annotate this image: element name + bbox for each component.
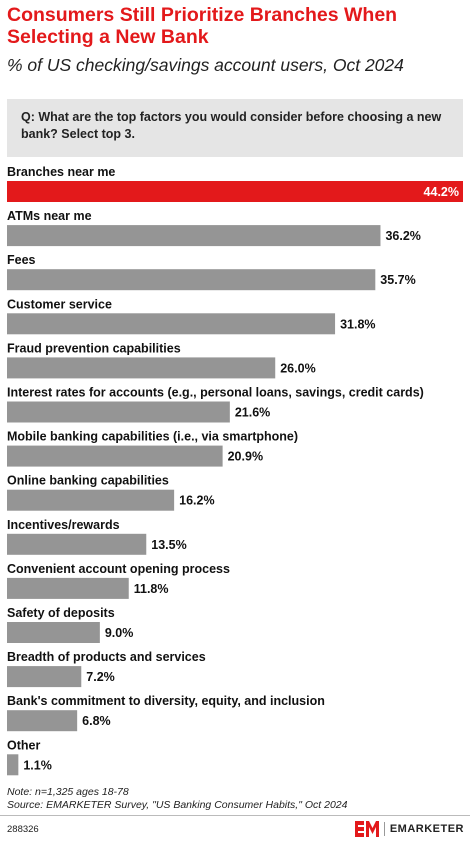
value-label: 11.8% (134, 582, 169, 596)
bar (7, 269, 376, 291)
bar (7, 666, 82, 688)
bar-row: Other 1.1% (7, 738, 52, 776)
category-label: Convenient account opening process (7, 562, 230, 576)
value-label: 1.1% (23, 758, 52, 772)
value-label: 13.5% (151, 538, 186, 552)
bar (7, 754, 19, 776)
value-label: 31.8% (340, 317, 375, 331)
category-label: Breadth of products and services (7, 650, 206, 664)
bar-row: Incentives/rewards 13.5% (7, 518, 187, 555)
bar-row: Fees 35.7% (7, 253, 416, 291)
bar-row: Branches near me 44.2% (7, 165, 463, 202)
bar (7, 401, 230, 423)
category-label: Branches near me (7, 165, 115, 179)
category-label: Incentives/rewards (7, 518, 120, 532)
category-label: Other (7, 738, 40, 752)
bar-row: Convenient account opening process 11.8% (7, 562, 230, 599)
category-label: Customer service (7, 297, 112, 311)
value-label: 7.2% (86, 670, 115, 684)
bar (7, 489, 175, 511)
bar (7, 225, 381, 247)
note-text: Note: n=1,325 ages 18-78 (7, 786, 129, 798)
value-label: 26.0% (280, 361, 315, 375)
bar-row: Interest rates for accounts (e.g., perso… (7, 386, 424, 423)
footer-divider (0, 815, 470, 816)
source-text: Source: EMARKETER Survey, "US Banking Co… (7, 799, 348, 811)
category-label: Interest rates for accounts (e.g., perso… (7, 386, 424, 400)
survey-question: Q: What are the top factors you would co… (7, 99, 463, 157)
bar-row: Breadth of products and services 7.2% (7, 650, 206, 688)
category-label: Fees (7, 253, 36, 267)
category-label: Online banking capabilities (7, 474, 169, 488)
bar (7, 357, 276, 379)
bar-row: Mobile banking capabilities (i.e., via s… (7, 430, 298, 467)
value-label: 9.0% (105, 626, 134, 640)
bar (7, 181, 463, 202)
logo-separator (383, 822, 385, 836)
category-label: Bank's commitment to diversity, equity, … (7, 694, 325, 708)
bar-row: ATMs near me 36.2% (7, 209, 421, 247)
bar-row: Online banking capabilities 16.2% (7, 474, 215, 511)
bar (7, 445, 223, 467)
category-label: ATMs near me (7, 209, 92, 223)
category-label: Fraud prevention capabilities (7, 341, 181, 355)
value-label: 35.7% (380, 273, 415, 287)
value-label: 36.2% (385, 229, 420, 243)
chart-notes: Note: n=1,325 ages 18-78 Source: EMARKET… (7, 786, 463, 812)
bar-row: Customer service 31.8% (7, 297, 376, 335)
bar (7, 533, 147, 555)
bar-chart: Branches near me 44.2% ATMs near me 36.2% Fe… (7, 165, 463, 776)
value-label: 44.2% (424, 185, 459, 199)
chart-subtitle: % of US checking/savings account users, … (7, 55, 404, 75)
bar (7, 313, 336, 335)
bar (7, 710, 78, 732)
value-label: 21.6% (235, 406, 270, 420)
bar-row: Bank's commitment to diversity, equity, … (7, 694, 325, 732)
chart-title: Consumers Still Prioritize Branches When… (7, 4, 398, 48)
category-label: Mobile banking capabilities (i.e., via s… (7, 430, 298, 444)
bar (7, 577, 129, 599)
chart-id: 288326 (7, 824, 39, 835)
bar (7, 622, 100, 643)
bar-row: Safety of deposits 9.0% (7, 606, 133, 643)
value-label: 16.2% (179, 494, 214, 508)
em-logo-icon (354, 821, 379, 837)
category-label: Safety of deposits (7, 606, 115, 620)
value-label: 6.8% (82, 714, 111, 728)
value-label: 20.9% (228, 450, 263, 464)
brand-name: EMARKETER (389, 823, 464, 835)
brand-logo: EMARKETER (354, 820, 464, 838)
bar-row: Fraud prevention capabilities 26.0% (7, 341, 316, 379)
